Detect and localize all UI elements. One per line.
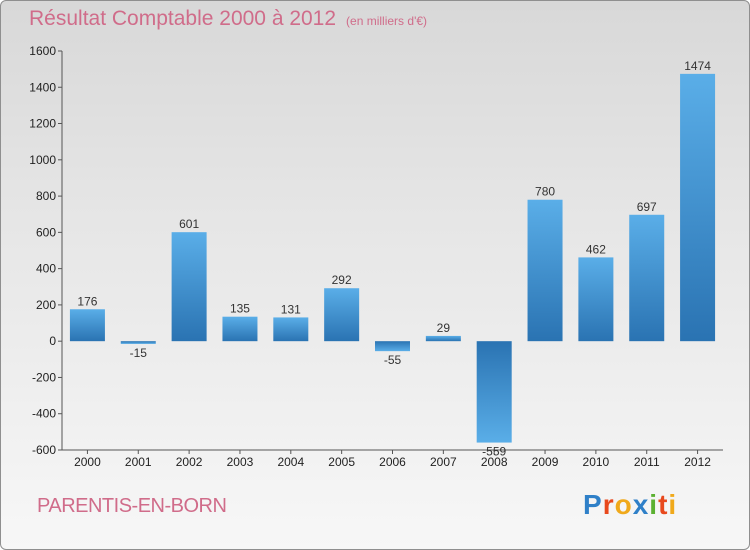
chart-subtitle: (en milliers d'€) bbox=[346, 14, 428, 28]
value-label-2005: 292 bbox=[332, 273, 352, 287]
y-tick-label: -600 bbox=[32, 443, 56, 457]
value-label-2011: 697 bbox=[637, 200, 657, 214]
value-label-2012: 1474 bbox=[684, 59, 711, 73]
y-tick-label: 400 bbox=[36, 262, 56, 276]
bar-2008 bbox=[476, 341, 512, 443]
value-label-2002: 601 bbox=[179, 217, 199, 231]
brand-letter: i bbox=[668, 489, 678, 520]
x-tick-label-2000: 2000 bbox=[74, 455, 101, 469]
value-label-2000: 176 bbox=[77, 294, 97, 308]
x-tick-label-2009: 2009 bbox=[532, 455, 559, 469]
value-label-2007: 29 bbox=[437, 321, 451, 335]
bar-2009 bbox=[527, 199, 563, 342]
value-label-2003: 135 bbox=[230, 302, 250, 316]
y-tick-label: 200 bbox=[36, 298, 56, 312]
value-label-2006: -55 bbox=[384, 353, 402, 367]
commune-name: PARENTIS-EN-BORN bbox=[37, 495, 227, 517]
y-tick-label: 1000 bbox=[29, 153, 56, 167]
bar-2006 bbox=[375, 341, 410, 352]
brand-letter: r bbox=[602, 489, 615, 520]
y-tick-label: -400 bbox=[32, 407, 56, 421]
bar-2004 bbox=[273, 317, 309, 342]
y-tick-label: 1400 bbox=[29, 80, 56, 94]
x-tick-label-2007: 2007 bbox=[430, 455, 457, 469]
bar-2012 bbox=[680, 73, 716, 342]
y-tick-label: -200 bbox=[32, 370, 56, 384]
bar-2011 bbox=[629, 214, 665, 342]
bar-2010 bbox=[578, 257, 614, 342]
chart-title: Résultat Comptable 2000 à 2012 (en millie… bbox=[29, 7, 427, 31]
value-label-2010: 462 bbox=[586, 242, 606, 256]
brand-letter: P bbox=[583, 489, 603, 520]
bar-2007 bbox=[425, 335, 461, 342]
chart-title-text: Résultat Comptable 2000 à 2012 bbox=[29, 7, 337, 30]
brand-letter: o bbox=[614, 489, 633, 520]
x-tick-label-2001: 2001 bbox=[125, 455, 152, 469]
x-tick-label-2005: 2005 bbox=[328, 455, 355, 469]
bar-2005 bbox=[324, 288, 360, 342]
bar-2000 bbox=[69, 309, 105, 342]
y-tick-label: 800 bbox=[36, 189, 56, 203]
x-tick-label-2002: 2002 bbox=[176, 455, 203, 469]
bar-2002 bbox=[171, 232, 207, 342]
value-label-2009: 780 bbox=[535, 185, 555, 199]
y-tick-label: 600 bbox=[36, 225, 56, 239]
y-tick-label: 1600 bbox=[29, 44, 56, 58]
brand-letter: t bbox=[658, 489, 669, 520]
x-tick-label-2012: 2012 bbox=[684, 455, 711, 469]
bar-2001 bbox=[120, 341, 156, 344]
x-tick-label-2006: 2006 bbox=[379, 455, 406, 469]
x-tick-label-2004: 2004 bbox=[277, 455, 304, 469]
y-tick-label: 1200 bbox=[29, 117, 56, 131]
x-tick-label-2008: 2008 bbox=[481, 455, 508, 469]
value-label-2004: 131 bbox=[281, 302, 301, 316]
brand-letter: i bbox=[649, 489, 659, 520]
proxiti-logo[interactable]: Proxiti bbox=[583, 489, 677, 521]
y-tick-label: 0 bbox=[49, 334, 56, 348]
bar-2003 bbox=[222, 316, 258, 342]
value-label-2001: -15 bbox=[130, 346, 148, 360]
x-tick-label-2003: 2003 bbox=[227, 455, 254, 469]
brand-letter: x bbox=[632, 489, 650, 520]
x-tick-label-2011: 2011 bbox=[634, 455, 660, 469]
x-tick-label-2010: 2010 bbox=[583, 455, 610, 469]
value-label-2008: -559 bbox=[482, 445, 506, 459]
